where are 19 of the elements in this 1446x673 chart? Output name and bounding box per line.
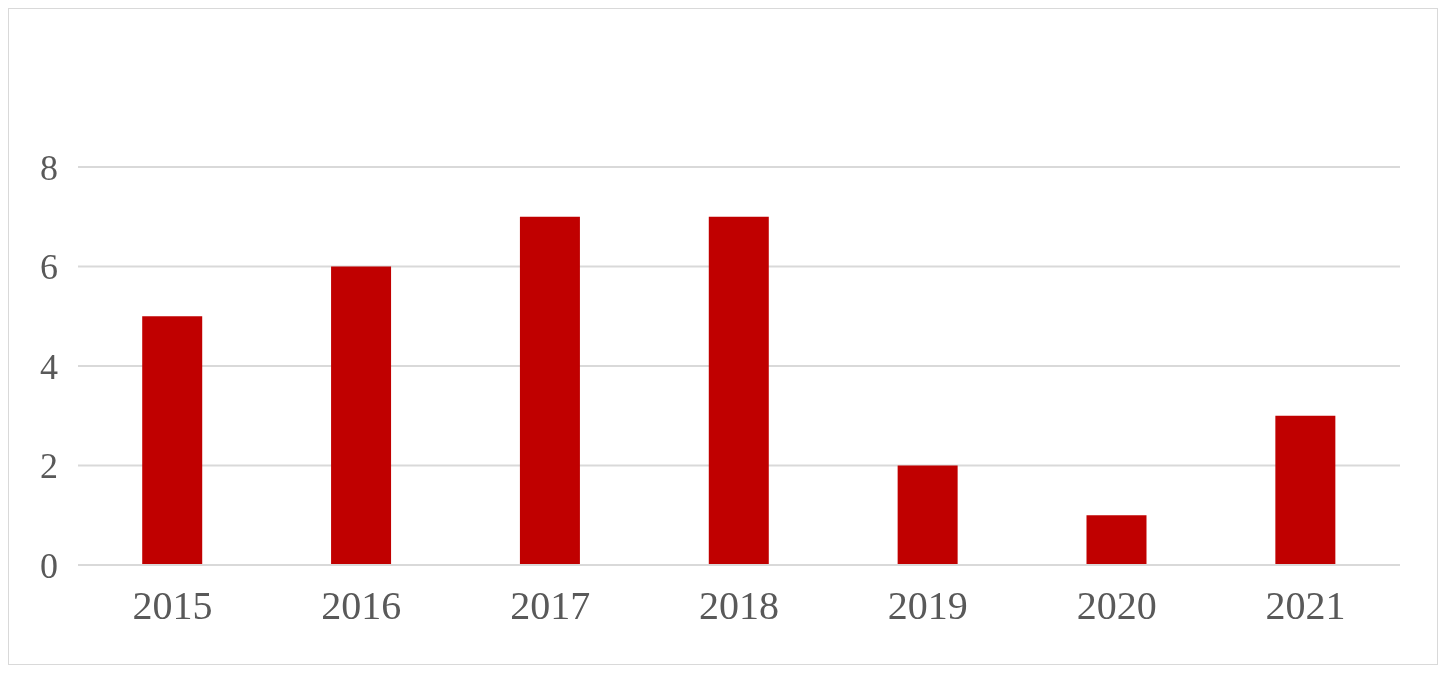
bar [1086,515,1147,565]
y-tick-label: 6 [40,247,58,288]
x-tick-label: 2020 [1076,583,1157,629]
y-tick-label: 2 [40,446,58,487]
x-tick-label: 2015 [132,583,213,629]
y-tick-label: 4 [40,346,58,387]
bar [331,266,392,565]
bar [897,465,958,565]
y-tick-label: 8 [40,147,58,188]
x-tick-label: 2016 [321,583,402,629]
x-tick-label: 2021 [1265,583,1346,629]
x-tick-label: 2019 [887,583,968,629]
bar [519,216,580,565]
x-tick-label: 2017 [510,583,591,629]
bar [142,316,203,565]
x-tick-label: 2018 [699,583,779,629]
bar [1275,415,1336,565]
bar [708,216,769,565]
y-tick-label: 0 [40,545,58,586]
